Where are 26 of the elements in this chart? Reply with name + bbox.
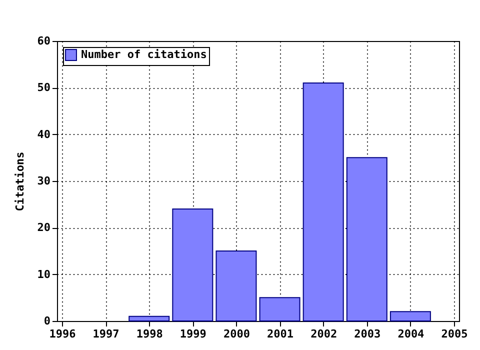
bar	[346, 157, 388, 322]
x-tick-label: 2000	[223, 328, 250, 340]
y-axis-title: Citations	[13, 152, 26, 212]
legend-label: Number of citations	[81, 48, 207, 61]
bar	[259, 297, 300, 322]
y-tick-label: 0	[44, 314, 50, 328]
x-tick-label: 2001	[267, 328, 294, 340]
x-tick-label: 2002	[310, 328, 338, 340]
x-tick-label: 1998	[136, 328, 163, 340]
bar	[128, 316, 170, 322]
bar	[216, 250, 257, 322]
bar	[302, 82, 344, 322]
y-tick-label: 10	[37, 268, 50, 281]
x-tick-label: 2005	[441, 328, 468, 340]
y-tick-label: 30	[37, 174, 50, 188]
x-tick-label: 2004	[398, 328, 425, 340]
y-tick-label: 20	[37, 221, 50, 234]
bar	[390, 311, 431, 322]
y-tick-label: 40	[37, 128, 50, 141]
x-tick-label: 1999	[180, 328, 206, 340]
x-tick-label: 1997	[92, 328, 120, 340]
x-tick-label: 2003	[354, 328, 381, 340]
x-tick-label: 1996	[49, 328, 76, 340]
y-tick-label: 60	[37, 34, 50, 48]
bar	[172, 208, 214, 322]
y-tick-label: 50	[37, 81, 50, 94]
